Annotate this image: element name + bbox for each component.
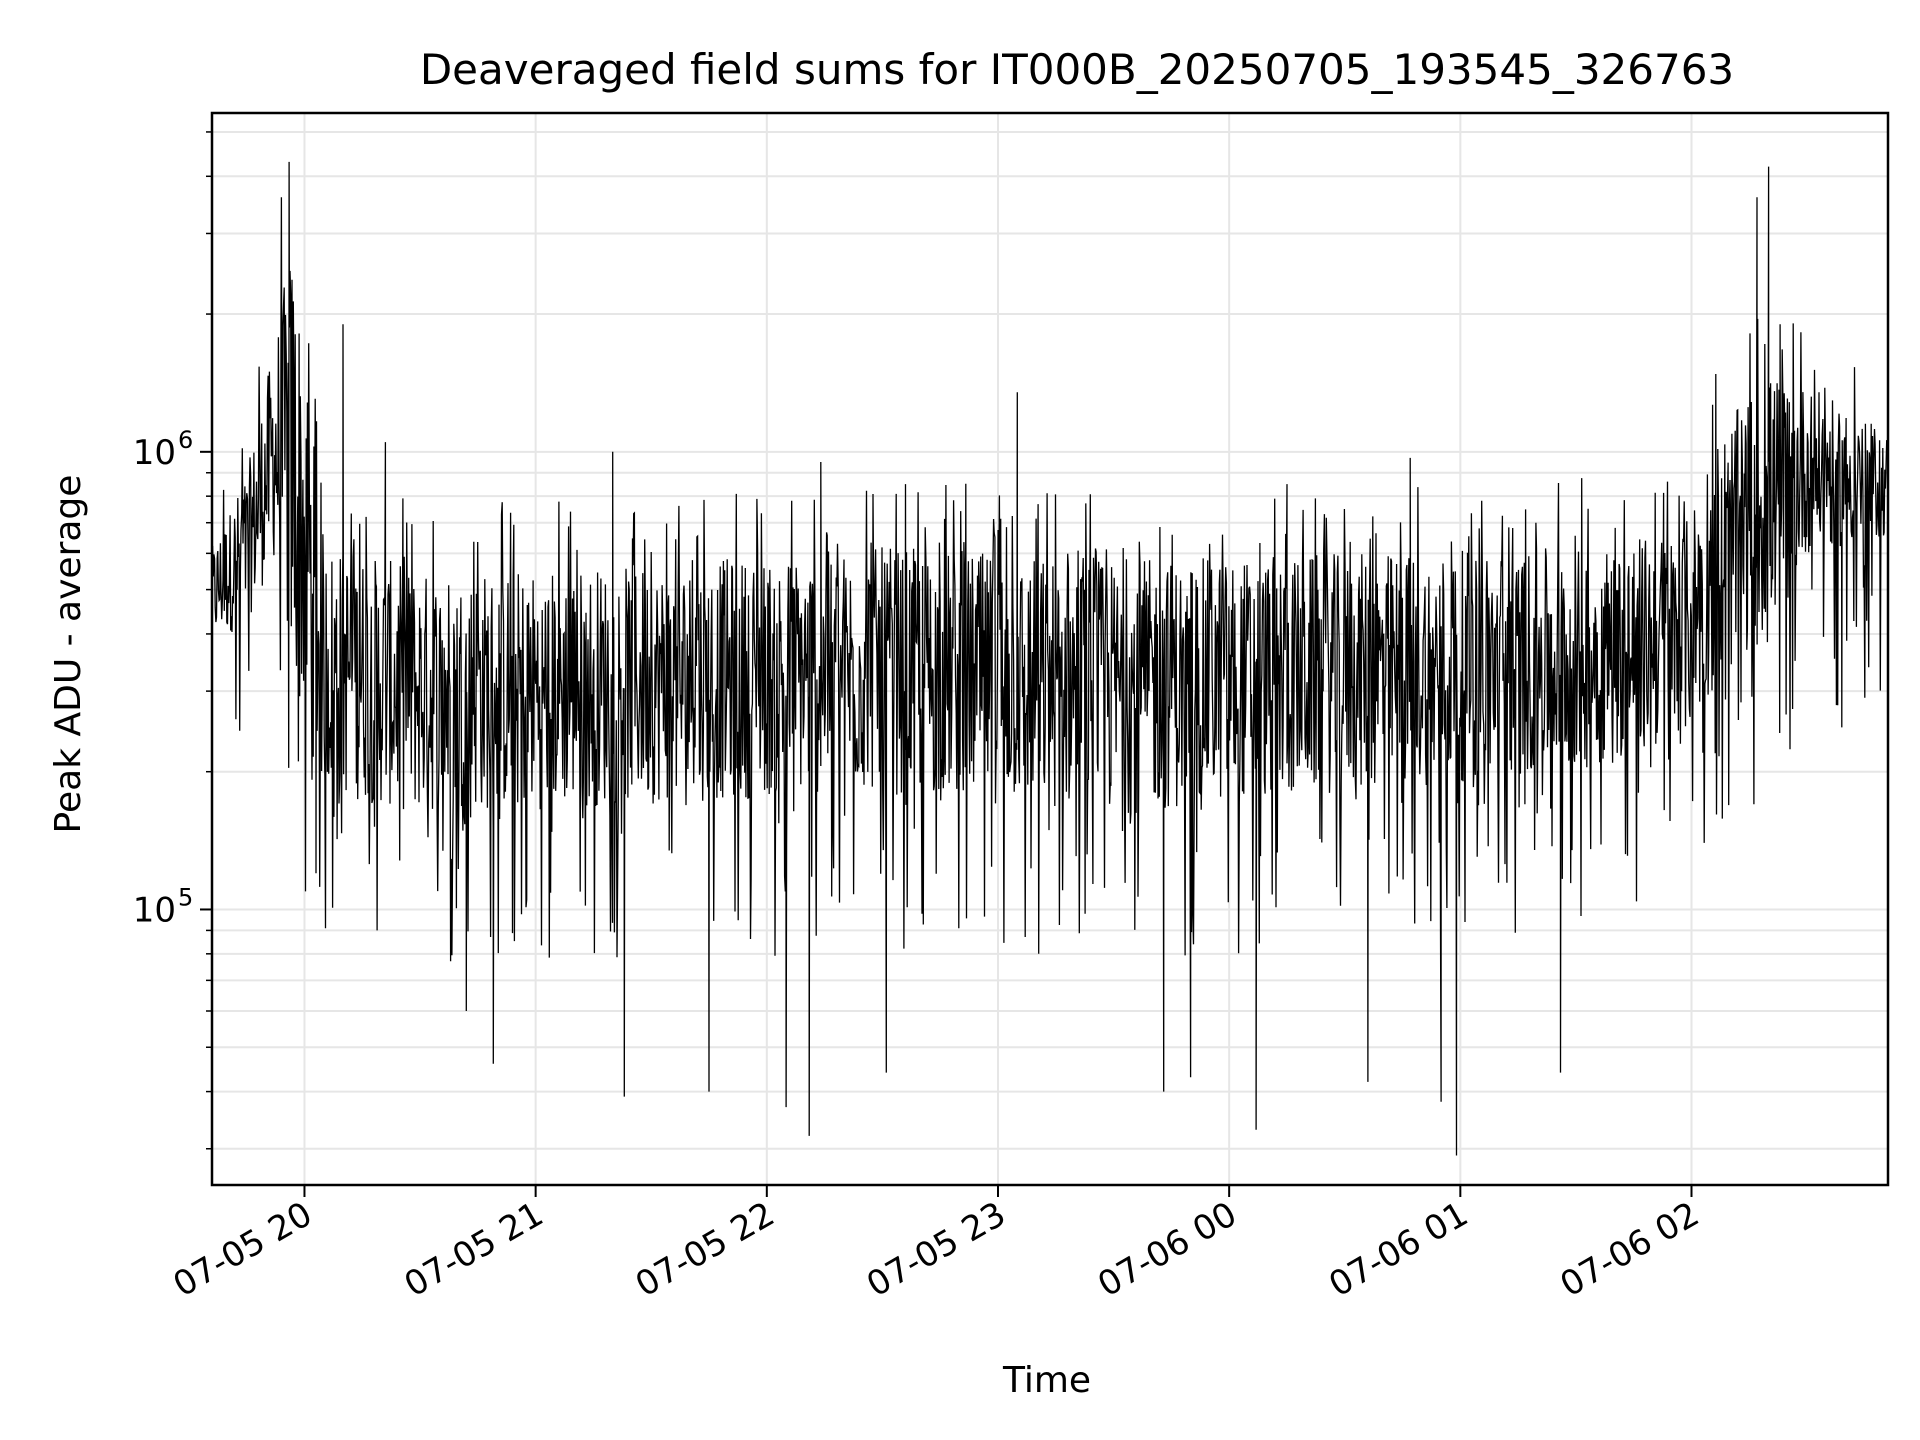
grid <box>212 113 1888 1185</box>
x-tick-label: 07-05 21 <box>398 1194 550 1305</box>
x-tick-label: 07-06 00 <box>1091 1194 1243 1305</box>
x-tick-label: 07-05 22 <box>629 1194 781 1305</box>
y-tick-label: 10 <box>133 433 176 473</box>
y-tick-label: 10 <box>133 890 176 930</box>
x-tick-label: 07-06 01 <box>1322 1194 1474 1305</box>
y-tick-exponent: 6 <box>178 426 193 454</box>
x-tick-label: 07-05 23 <box>860 1194 1012 1305</box>
y-tick-exponent: 5 <box>178 883 193 911</box>
x-tick-label: 07-06 02 <box>1554 1194 1706 1305</box>
series-path <box>211 161 1889 1156</box>
plot-frame <box>210 111 1890 1187</box>
x-tick-label: 07-05 20 <box>167 1194 319 1305</box>
y-axis-label: Peak ADU - average <box>48 475 89 834</box>
x-axis-label: Time <box>1002 1360 1091 1401</box>
series-line <box>211 161 1889 1156</box>
chart-title: Deaveraged field sums for IT000B_2025070… <box>420 45 1734 94</box>
